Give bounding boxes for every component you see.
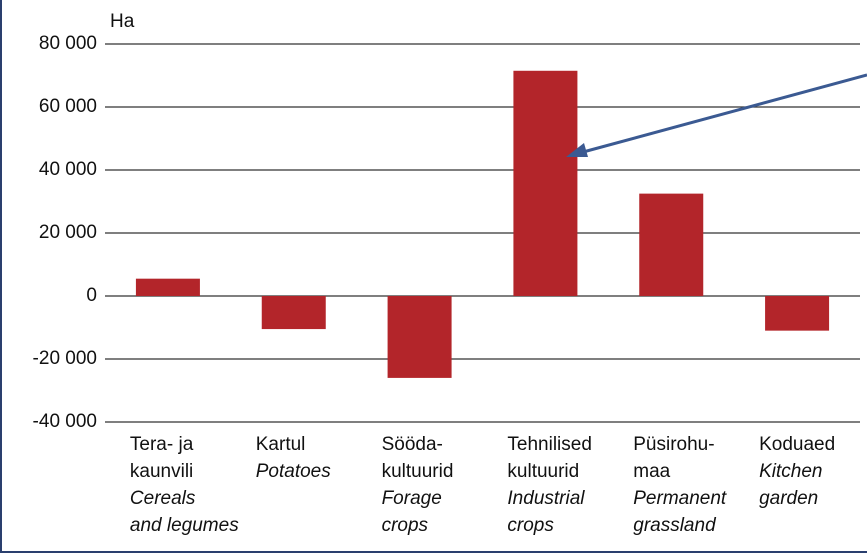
x-tick-label: Sööda- — [382, 434, 443, 455]
x-tick-label: maa — [633, 461, 670, 482]
x-tick-label: kultuurid — [507, 461, 579, 482]
x-tick-label: Koduaed — [759, 434, 835, 455]
x-tick-label: kaunvili — [130, 461, 193, 482]
x-tick-label-en: Kitchen — [759, 461, 822, 482]
bar — [387, 296, 452, 378]
bar — [135, 278, 200, 296]
x-tick-label-en: Permanent — [633, 488, 727, 509]
x-tick-label-en: grassland — [633, 515, 717, 536]
y-tick-label: 20 000 — [39, 222, 97, 243]
y-unit: Ha — [110, 11, 135, 32]
y-tick-label: -20 000 — [33, 348, 97, 369]
y-tick-label: 40 000 — [39, 159, 97, 180]
x-tick-label: Kartul — [256, 434, 306, 455]
x-tick-label-en: crops — [382, 515, 429, 536]
bar — [765, 296, 830, 331]
y-tick-label: 60 000 — [39, 96, 97, 117]
y-tick-label: 0 — [86, 285, 97, 306]
bar — [261, 296, 326, 330]
x-tick-label-en: and legumes — [130, 515, 239, 536]
x-tick-label: Püsirohu- — [633, 434, 714, 455]
x-tick-label: kultuurid — [382, 461, 454, 482]
x-tick-label-en: garden — [759, 488, 818, 509]
x-tick-label-en: crops — [507, 515, 554, 536]
x-tick-label: Tera- ja — [130, 434, 194, 455]
bar — [513, 70, 578, 297]
x-tick-label-en: Cereals — [130, 488, 196, 509]
bar — [639, 193, 704, 296]
y-tick-label: 80 000 — [39, 33, 97, 54]
x-tick-label-en: Forage — [382, 488, 442, 509]
x-tick-label-en: Industrial — [507, 488, 585, 509]
y-tick-label: -40 000 — [33, 411, 97, 432]
x-tick-label: Tehnilised — [507, 434, 591, 455]
x-tick-label-en: Potatoes — [256, 461, 331, 482]
arrow-head — [566, 143, 588, 157]
annotation-arrow — [571, 73, 867, 157]
